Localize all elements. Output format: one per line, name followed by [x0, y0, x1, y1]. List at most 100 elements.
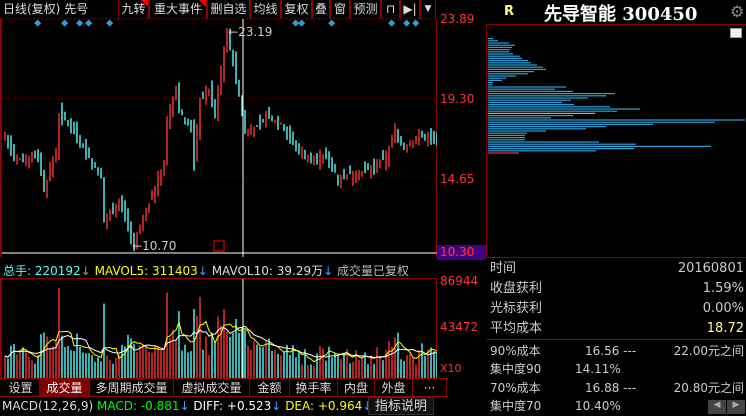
down-arrow-icon: ↓ [197, 264, 208, 278]
adjust-button[interactable]: 复权 [281, 0, 312, 19]
low-price-value: 10.70 [142, 239, 177, 253]
ma-button[interactable]: 均线 [250, 0, 281, 19]
info-row: 平均成本 18.72 [490, 319, 744, 339]
price-tick: 19.30 [440, 92, 475, 106]
chip-bar [488, 53, 513, 55]
notes-icon[interactable] [730, 28, 742, 38]
r-badge: R [504, 4, 515, 19]
scroll-left-button[interactable]: ◀ [708, 400, 726, 414]
mavol10-line [4, 325, 438, 359]
current-price-tag: 10.30 10.30 [437, 245, 486, 260]
chip-bar [488, 49, 510, 51]
info-mine-marker [213, 240, 225, 252]
tab-6[interactable]: 内盘 [338, 379, 375, 397]
overlay-button[interactable]: 叠 [312, 0, 330, 19]
volume-tick: 43472 [440, 320, 479, 334]
price-tick: 23.89 [440, 12, 475, 26]
chip-bar [488, 42, 509, 44]
chip-bar [488, 79, 502, 81]
chip-bar [488, 134, 525, 136]
event-marker [76, 19, 84, 27]
volume-svg [4, 279, 438, 378]
indicator-tabs: 设置 成交量 多周期成交量 虚拟成交量 金额 换手率 内盘 外盘 ··· [0, 378, 448, 397]
chip-bar [488, 46, 512, 48]
skip-forward-icon[interactable]: ▶| [400, 0, 420, 19]
high-price-value: 23.19 [238, 25, 273, 39]
chip-bar [488, 139, 525, 141]
toolbar: 九转 重大事件 删自选 均线 复权 叠 窗 预测 ⊓ ▶| ▼ [0, 0, 436, 19]
conc-value: 14.11% [575, 362, 621, 376]
tab-3[interactable]: 虚拟成交量 [174, 379, 250, 397]
chip-bar [488, 108, 640, 110]
indicator-help-button[interactable]: 指标说明 [368, 397, 434, 415]
chip-bar [488, 143, 636, 145]
tab-1[interactable]: 成交量 [40, 379, 90, 397]
tab-5[interactable]: 换手率 [290, 379, 338, 397]
cost-high: 22.00元之间 [673, 344, 744, 358]
chip-bar [488, 110, 617, 112]
chip-bar [488, 84, 492, 86]
volume-tick: 86944 [440, 274, 479, 288]
price-tick: 14.65 [440, 172, 475, 186]
mavol10: MAVOL10: 39.29万 [211, 264, 324, 278]
jiuzhuan-button[interactable]: 九转 [118, 0, 149, 19]
kline-svg [2, 19, 438, 257]
tab-2[interactable]: 多周期成交量 [90, 379, 174, 397]
remove-watchlist-button[interactable]: 删自选 [207, 0, 250, 19]
chip-bar [488, 106, 610, 108]
chip-bar [488, 77, 506, 79]
chip-bar [488, 90, 573, 92]
info-label: 时间 [490, 261, 517, 276]
forecast-button[interactable]: 预测 [350, 0, 381, 19]
volume-note: 成交量已复权 [336, 264, 409, 278]
event-marker [403, 19, 411, 27]
event-marker [298, 19, 306, 27]
volume-multiplier: X10 [440, 362, 462, 375]
lock-icon[interactable]: ⊓ [381, 0, 400, 19]
down-arrow-icon: ↓ [362, 399, 372, 413]
chip-bar [488, 141, 599, 143]
event-marker [61, 19, 69, 27]
major-events-button[interactable]: 重大事件 [149, 0, 207, 19]
divider [486, 339, 746, 340]
chip-bar [488, 126, 606, 128]
current-price-value: 10.30 [440, 245, 475, 259]
chip-bar [488, 93, 615, 95]
chip-bar [488, 130, 546, 132]
gear-icon[interactable]: ⚙ [730, 2, 745, 21]
chip-bar [488, 75, 516, 77]
down-arrow-icon: ↓ [323, 264, 334, 278]
info-value: 0.00% [702, 301, 744, 316]
chip-bar [488, 86, 566, 88]
dea-value: DEA: +0.964 [285, 399, 363, 413]
event-marker [85, 19, 93, 27]
tab-7[interactable]: 外盘 [375, 379, 413, 397]
chip-bar [488, 117, 551, 119]
kline-chart[interactable]: ←23.19 ←10.70 [0, 19, 438, 257]
down-arrow-icon: ↓ [80, 264, 91, 278]
chip-bar [488, 66, 543, 68]
chip-bar [488, 145, 711, 147]
scroll-right-button[interactable]: ▶ [727, 400, 745, 414]
volume-chart[interactable] [0, 278, 438, 378]
info-row: 光标获利 0.00% [490, 299, 744, 319]
window-button[interactable]: 窗 [330, 0, 350, 19]
dropdown-icon[interactable]: ▼ [420, 0, 436, 19]
chip-bar [488, 128, 586, 130]
stock-title: 先导智能 300450 [544, 4, 698, 25]
chip-bar [488, 115, 573, 117]
chip-bar [488, 101, 562, 103]
tab-4[interactable]: 金额 [250, 379, 290, 397]
chip-bar [488, 88, 555, 90]
diff-value: DIFF: +0.523 [193, 399, 272, 413]
tab-8[interactable]: ··· [413, 379, 447, 397]
cost-low: 16.56 --- [585, 344, 637, 358]
chip-bar [488, 150, 596, 152]
tab-0[interactable]: 设置 [2, 379, 40, 397]
chip-bar [488, 112, 595, 114]
cost-row: 90%成本 16.56 --- 22.00元之间 [490, 341, 744, 361]
chip-bar [488, 44, 515, 46]
chip-bar [488, 97, 588, 99]
right-panel: R 先导智能 300450 ⚙ 时间 20160801 收盘获利 1.59% 光标获利 0… [486, 0, 746, 415]
volume-header: 总手: 220192↓ MAVOL5: 311403↓ MAVOL10: 39.… [3, 262, 409, 279]
